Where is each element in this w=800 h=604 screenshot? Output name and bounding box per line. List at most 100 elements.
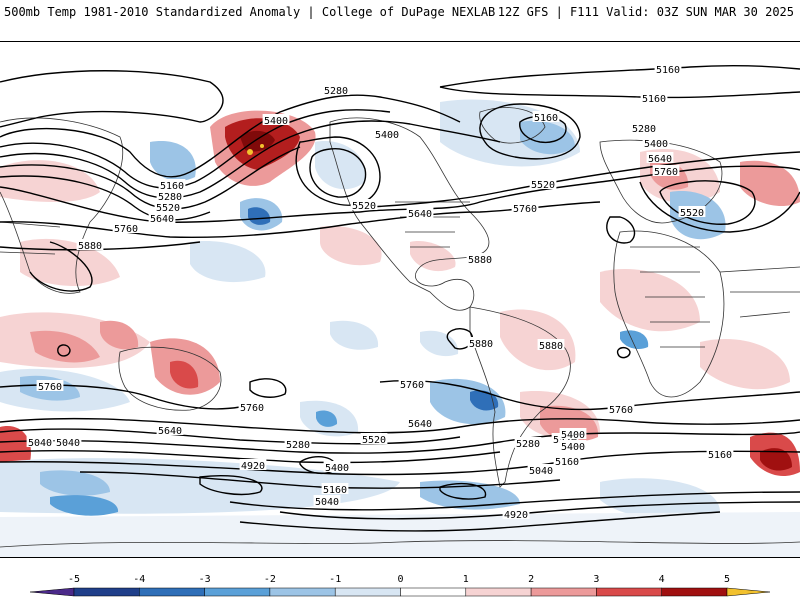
height-contours <box>0 65 800 532</box>
contour-label-bg <box>360 433 388 444</box>
contour-label-bg <box>373 128 401 139</box>
contour-labels: 5160 5160 5280 5400 5400 5160 5280 5400 5640 5760… <box>26 63 734 521</box>
contour-label-bg <box>112 222 140 233</box>
contour-label-bg <box>559 428 587 439</box>
colorbar-bin <box>465 587 532 597</box>
map-title: 500mb Temp 1981-2010 Standardized Anomal… <box>4 5 496 19</box>
contour-label: 5160 <box>323 485 347 496</box>
africa-coast <box>613 230 725 398</box>
contour-label: 5280 <box>286 440 310 451</box>
contour-label-bg <box>148 212 176 223</box>
contour-label-bg <box>654 63 682 74</box>
contour-label-bg <box>156 190 184 201</box>
contour-label: 5880 <box>468 255 492 266</box>
contour-label-bg <box>321 483 349 494</box>
contour-label: 5640 <box>408 209 432 220</box>
contour-label-bg <box>532 111 560 122</box>
contour-label-bg <box>36 380 64 391</box>
contour-label: 4920 <box>241 461 265 472</box>
colorbar-tick-label: 3 <box>593 574 599 585</box>
contour-label-bg <box>158 179 186 190</box>
greenland-coast <box>479 107 546 144</box>
contour-label: 5040 <box>28 438 52 449</box>
contour-label-bg <box>406 417 434 428</box>
colorbar-tick-label: -2 <box>264 574 276 585</box>
extreme-warm-anomaly-north-pacific <box>240 130 275 152</box>
colorbar-bin <box>139 587 205 597</box>
contour-label: 5760 <box>609 405 633 416</box>
contour-label: 4920 <box>504 510 528 521</box>
contour-label: 5880 <box>78 241 102 252</box>
contour-label-bg <box>640 92 668 103</box>
contour-label-bg <box>607 403 635 414</box>
contour-label: 5400 <box>325 463 349 474</box>
contour-label: 5520 <box>352 201 376 212</box>
contour-label-bg <box>406 207 434 218</box>
contour-label: 5400 <box>561 442 585 453</box>
contour-label: 5400 <box>375 130 399 141</box>
contour-label: 5880 <box>469 339 493 350</box>
contour-label: 5760 <box>654 167 678 178</box>
colorbar-bin <box>73 587 140 597</box>
contour-label-bg <box>559 440 587 451</box>
contour-label: 5640 <box>648 154 672 165</box>
contour-label-bg <box>239 459 267 470</box>
contour-label: 5640 <box>158 426 182 437</box>
contour-label-bg <box>76 239 104 250</box>
contour-label-bg <box>630 122 658 133</box>
contour-label-bg <box>678 206 706 217</box>
colorbar-tick-label: 2 <box>528 574 534 585</box>
contour-label: 5520 <box>531 180 555 191</box>
contour-label-bg <box>238 401 266 412</box>
contour-label-bg <box>398 378 426 389</box>
contour-label: 5280 <box>158 192 182 203</box>
contour-label: 5160 <box>656 65 680 76</box>
contour-label-bg <box>466 253 494 264</box>
contour-label-bg <box>154 201 182 212</box>
colorbar-min-arrow <box>29 587 75 597</box>
colorbar-bin <box>400 587 467 597</box>
colorbar-tick-label: -1 <box>329 574 341 585</box>
contour-label: 5640 <box>150 214 174 225</box>
contour-label: 5160 <box>642 94 666 105</box>
contour-label-bg <box>323 461 351 472</box>
colorbar-tick-label: 4 <box>659 574 665 585</box>
antarctica-coast <box>0 540 800 548</box>
colorbar-tick-label: 0 <box>397 574 403 585</box>
contour-label-bg <box>706 448 734 459</box>
contour-label-bg <box>54 436 82 447</box>
contour-label: 5040 <box>56 438 80 449</box>
colorbar-max-arrow <box>726 587 771 597</box>
contour-label: 5760 <box>400 380 424 391</box>
model-run-info: 12Z GFS | F111 Valid: 03Z SUN MAR 30 202… <box>497 5 794 19</box>
north-america-coast <box>329 117 490 311</box>
contour-label-bg <box>529 178 557 189</box>
contour-label: 5040 <box>315 497 339 508</box>
contour-label: 5160 <box>534 113 558 124</box>
contour-label-bg <box>284 438 312 449</box>
contour-label-bg <box>527 464 555 475</box>
contour-label: 5160 <box>708 450 732 461</box>
colorbar-tick-label: 5 <box>724 574 730 585</box>
contour-label: 5400 <box>644 139 668 150</box>
colorbar-bin <box>334 587 401 597</box>
contour-label-bg <box>652 165 680 176</box>
contour-label-bg <box>553 455 581 466</box>
map-canvas: 5160 5160 5280 5400 5400 5160 5280 5400 5640 5760… <box>0 63 800 557</box>
contour-label: 5880 <box>539 341 563 352</box>
contour-label-bg <box>350 199 378 210</box>
anomaly-colorbar: -5 -4 -3 -2 -1 0 1 2 3 4 5 <box>0 570 800 600</box>
colorbar-bin <box>596 587 662 597</box>
contour-label: 5280 <box>324 86 348 97</box>
contour-label-bg <box>502 508 530 519</box>
contour-label-bg <box>537 339 565 350</box>
contour-label-bg <box>262 114 290 125</box>
contour-label: 5280 <box>516 439 540 450</box>
contour-label: 5760 <box>38 382 62 393</box>
anomaly-map[interactable]: 5160 5160 5280 5400 5400 5160 5280 5400 5640 5760… <box>0 41 800 558</box>
colorbar-bin <box>204 587 271 597</box>
contour-label: 5160 <box>555 457 579 468</box>
contour-label-bg <box>467 337 495 348</box>
colorbar-tick-label: -3 <box>199 574 211 585</box>
colorbar-bin <box>530 587 597 597</box>
